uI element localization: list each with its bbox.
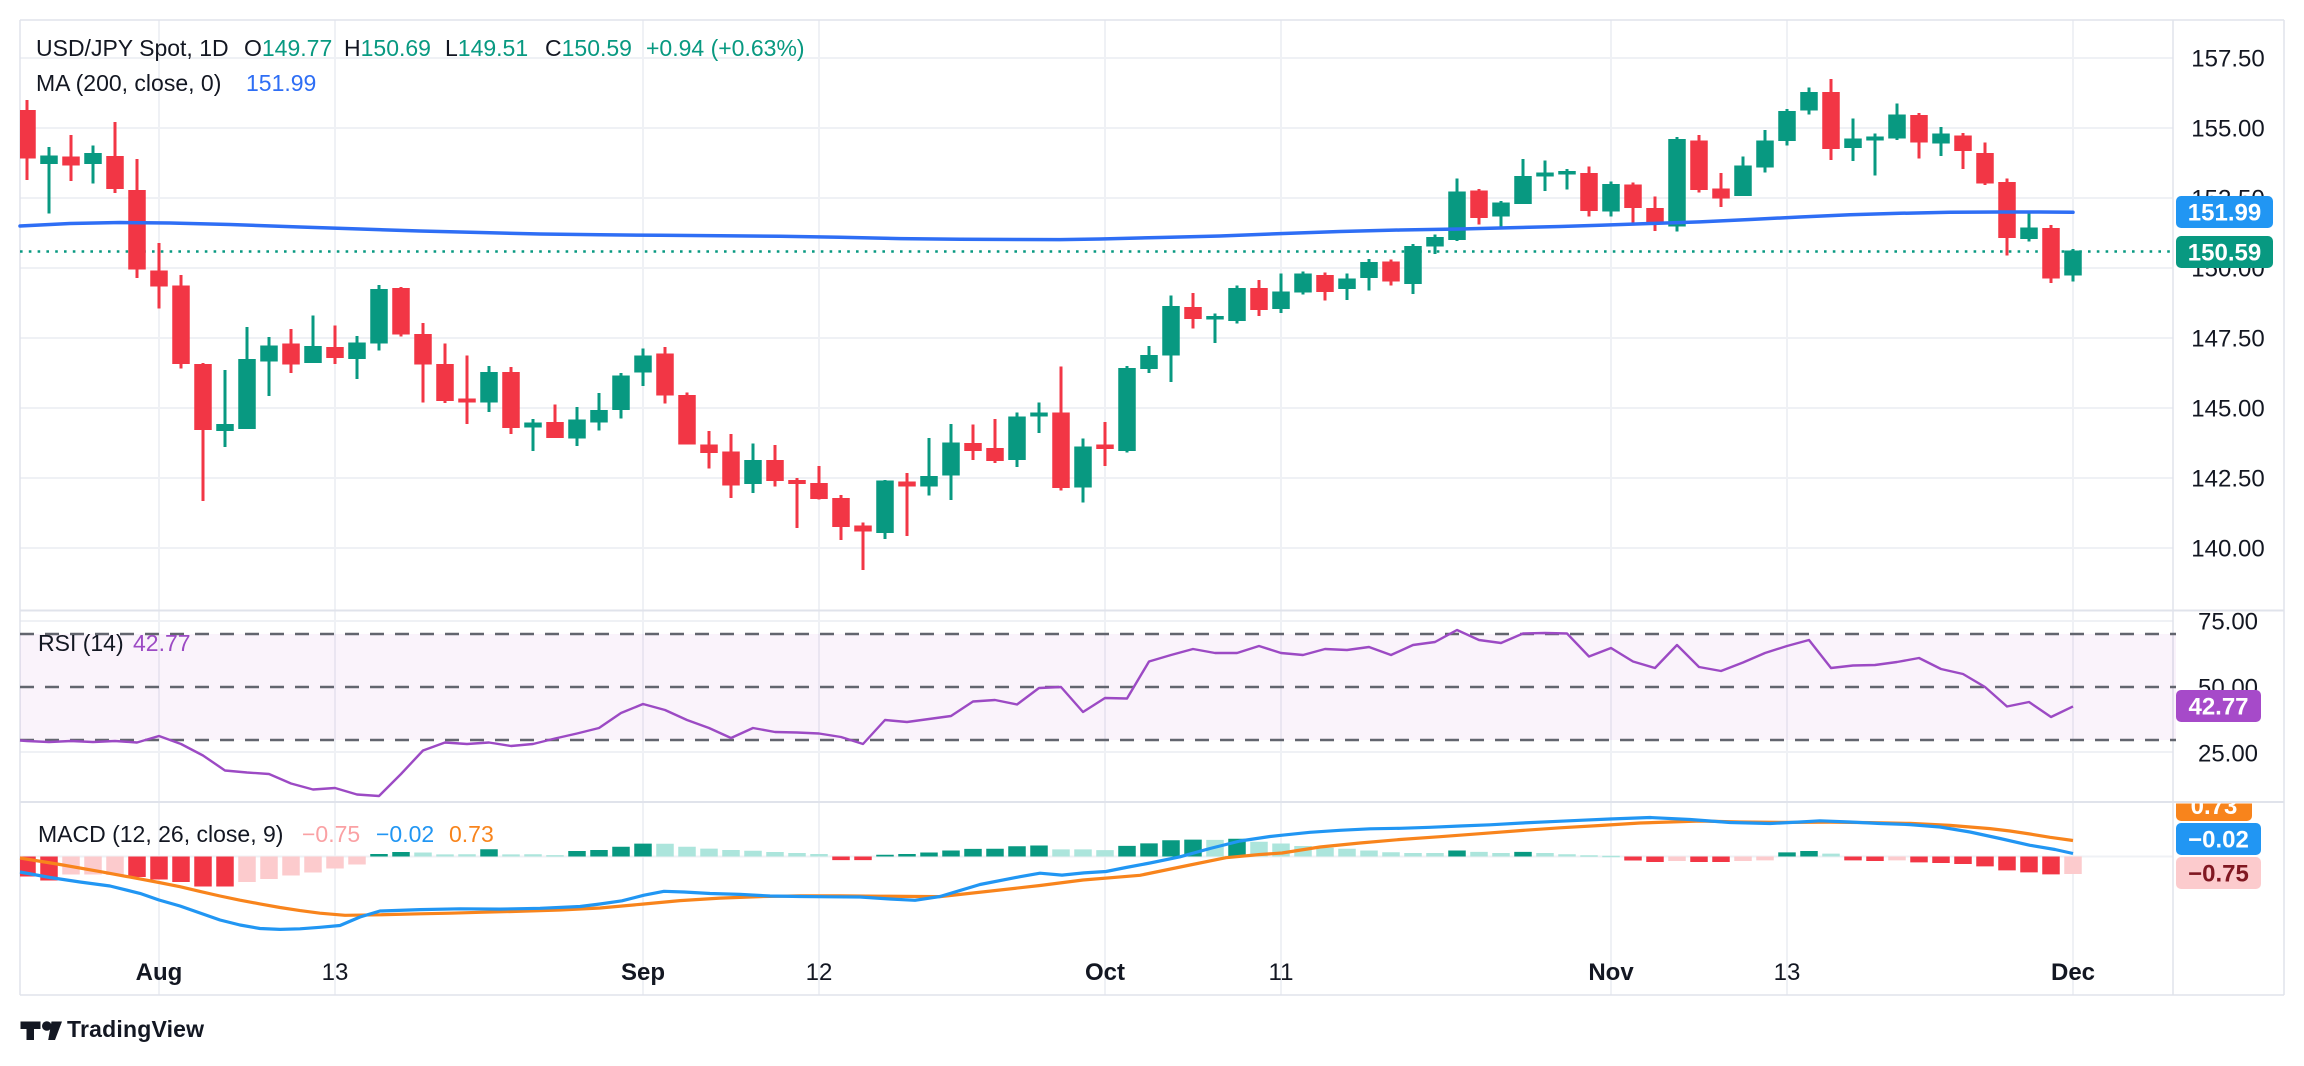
svg-text:13: 13 (322, 959, 349, 986)
svg-text:H150.69: H150.69 (344, 35, 431, 61)
svg-text:145.00: 145.00 (2191, 396, 2264, 423)
svg-text:MACD (12, 26, close, 9): MACD (12, 26, close, 9) (38, 821, 283, 847)
svg-text:140.00: 140.00 (2191, 536, 2264, 563)
svg-text:Dec: Dec (2051, 959, 2095, 986)
svg-text:142.50: 142.50 (2191, 466, 2264, 493)
svg-text:USD/JPY Spot, 1D: USD/JPY Spot, 1D (36, 35, 229, 61)
svg-text:−0.75: −0.75 (2188, 861, 2249, 888)
svg-text:0.73: 0.73 (2191, 793, 2238, 820)
svg-text:147.50: 147.50 (2191, 326, 2264, 353)
svg-text:42.77: 42.77 (2188, 694, 2248, 721)
svg-text:Aug: Aug (136, 959, 183, 986)
svg-text:75.00: 75.00 (2198, 609, 2258, 636)
svg-text:Oct: Oct (1085, 959, 1125, 986)
svg-text:Sep: Sep (621, 959, 665, 986)
svg-text:−0.02: −0.02 (2188, 827, 2249, 854)
svg-text:MA (200, close, 0): MA (200, close, 0) (36, 70, 221, 96)
svg-text:+0.94 (+0.63%): +0.94 (+0.63%) (646, 35, 805, 61)
svg-text:42.77: 42.77 (133, 630, 191, 656)
svg-text:Nov: Nov (1588, 959, 1634, 986)
svg-text:12: 12 (806, 959, 833, 986)
svg-text:RSI (14): RSI (14) (38, 630, 124, 656)
svg-text:155.00: 155.00 (2191, 116, 2264, 143)
svg-text:25.00: 25.00 (2198, 741, 2258, 768)
svg-text:0.73: 0.73 (449, 821, 494, 847)
svg-text:L149.51: L149.51 (445, 35, 528, 61)
svg-text:−0.75: −0.75 (302, 821, 360, 847)
svg-text:C150.59: C150.59 (545, 35, 632, 61)
svg-text:13: 13 (1774, 959, 1801, 986)
svg-text:−0.02: −0.02 (376, 821, 434, 847)
svg-text:O149.77: O149.77 (244, 35, 332, 61)
svg-text:157.50: 157.50 (2191, 46, 2264, 73)
svg-text:TradingView: TradingView (67, 1016, 204, 1042)
svg-text:11: 11 (1269, 959, 1294, 986)
svg-text:151.99: 151.99 (2188, 200, 2261, 227)
svg-text:150.59: 150.59 (2188, 240, 2261, 267)
svg-text:151.99: 151.99 (246, 70, 316, 96)
